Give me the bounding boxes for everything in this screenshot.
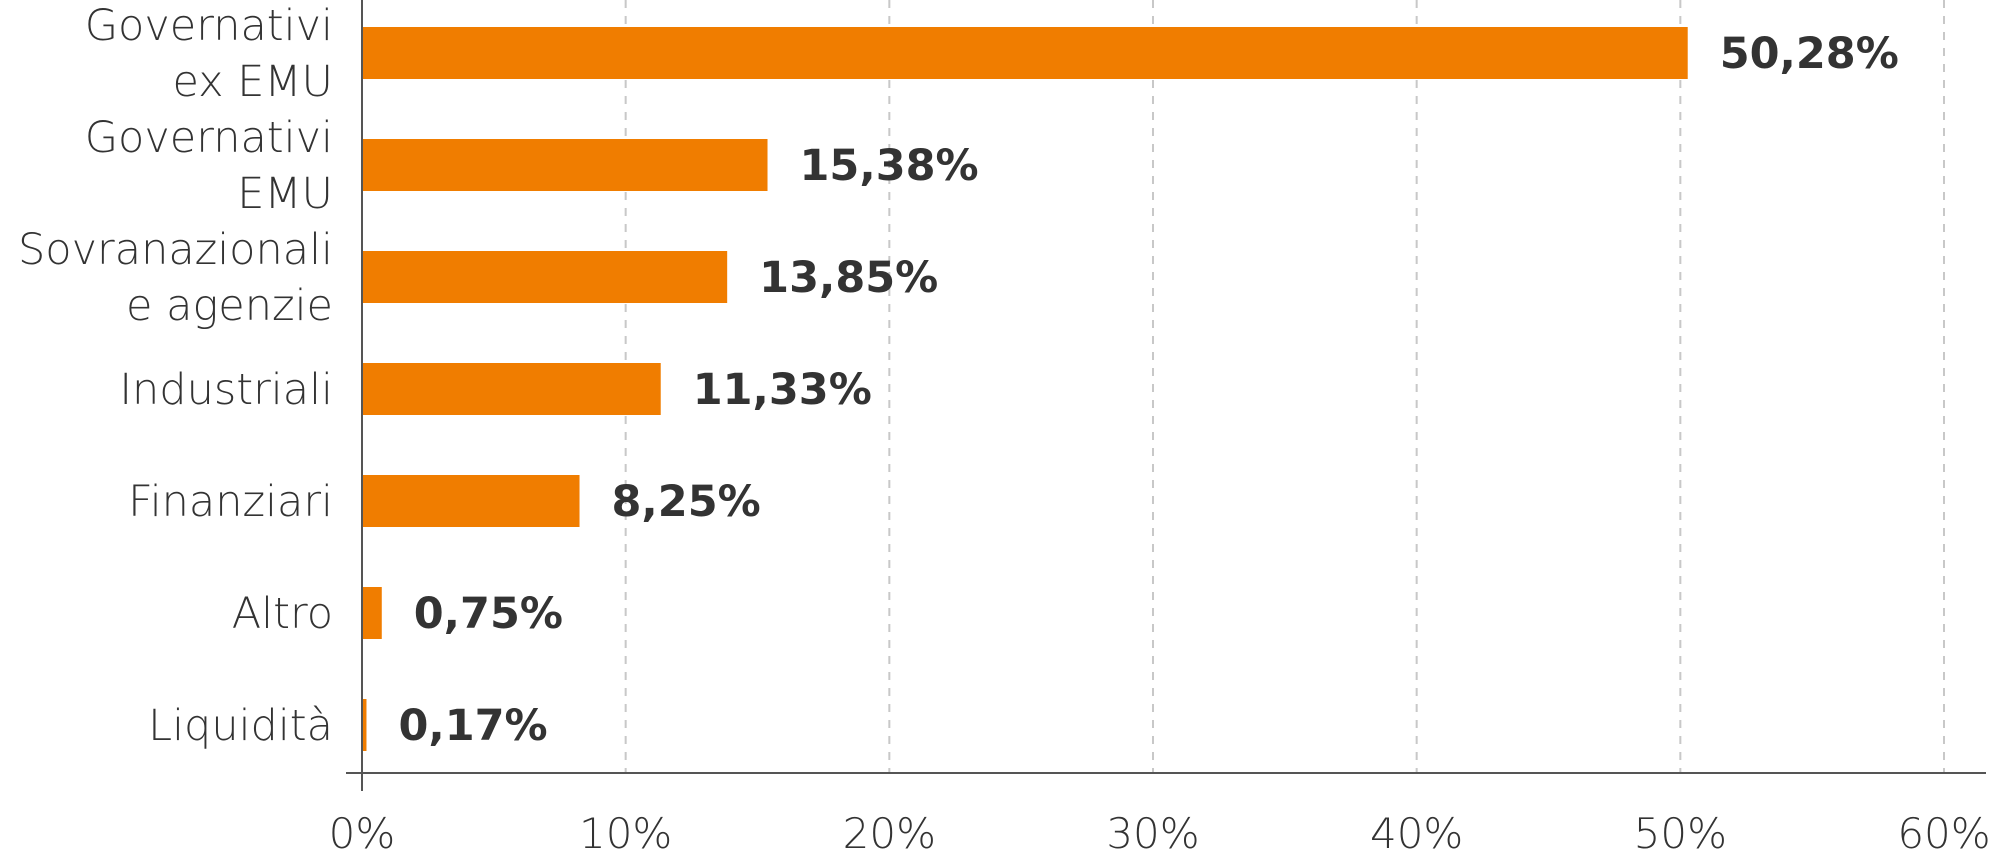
category-label: Governativi	[85, 113, 333, 163]
value-label: 0,75%	[414, 589, 563, 639]
grid-layer	[624, 0, 1945, 773]
x-tick-label: 10%	[579, 809, 672, 858]
axis-layer: 0% 10% 20% 30% 40% 50% 60%	[329, 0, 1991, 858]
category-label: e agenzie	[126, 281, 333, 331]
value-label: 8,25%	[612, 477, 761, 527]
category-label: Sovranazionali	[18, 225, 333, 275]
value-label: 15,38%	[800, 141, 979, 191]
category-label: Governativi	[85, 1, 333, 51]
bar-0	[362, 27, 1688, 79]
category-label: ex EMU	[172, 57, 333, 107]
bars-layer	[362, 27, 1688, 751]
bar-1	[362, 139, 768, 191]
value-label: 50,28%	[1720, 29, 1899, 79]
x-tick-label: 50%	[1634, 809, 1727, 858]
category-label: Industriali	[119, 365, 333, 415]
category-label: Liquidità	[148, 701, 333, 751]
value-label: 13,85%	[759, 253, 938, 303]
x-tick-label: 20%	[843, 809, 936, 858]
category-label: Finanziari	[128, 477, 333, 527]
value-label: 11,33%	[693, 365, 872, 415]
bar-6	[362, 699, 367, 751]
x-tick-label: 30%	[1106, 809, 1199, 858]
bar-2	[362, 251, 728, 303]
x-tick-label: 40%	[1370, 809, 1463, 858]
bar-4	[362, 475, 580, 527]
value-label: 0,17%	[398, 701, 547, 751]
category-label: Altro	[232, 589, 333, 639]
category-label: EMU	[237, 169, 333, 219]
labels-layer: Governativi ex EMU 50,28% Governativi EMU 15,…	[18, 1, 1899, 751]
x-tick-label: 0%	[329, 809, 396, 858]
x-tick-label: 60%	[1897, 809, 1990, 858]
bar-3	[362, 363, 661, 415]
bar-5	[362, 587, 382, 639]
